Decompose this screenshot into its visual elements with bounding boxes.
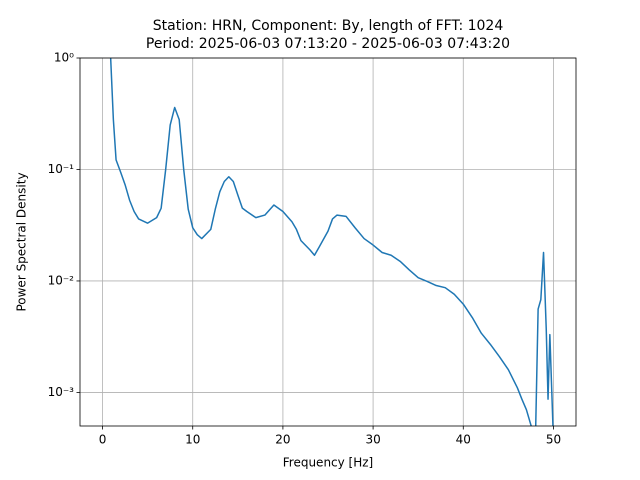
axes-frame (79, 57, 577, 427)
x-tick-label: 30 (365, 433, 380, 447)
y-tick-label: 10⁻³ (48, 385, 75, 399)
y-tick-label: 10⁰ (54, 51, 74, 65)
plot-area (109, 58, 554, 426)
x-tick-label: 50 (546, 433, 561, 447)
x-tick-label: 40 (456, 433, 471, 447)
chart-title: Station: HRN, Component: By, length of F… (153, 18, 504, 34)
chart-subtitle: Period: 2025-06-03 07:13:20 - 2025-06-03… (146, 36, 510, 52)
x-axis-label: Frequency [Hz] (283, 456, 374, 470)
y-tick-label: 10⁻² (48, 273, 75, 287)
x-tick-label: 10 (185, 433, 200, 447)
y-axis-label: Power Spectral Density (15, 172, 29, 311)
x-tick-label: 0 (99, 433, 107, 447)
data-line (109, 58, 554, 426)
x-tick-label: 20 (275, 433, 290, 447)
y-tick-label: 10⁻¹ (48, 162, 75, 176)
